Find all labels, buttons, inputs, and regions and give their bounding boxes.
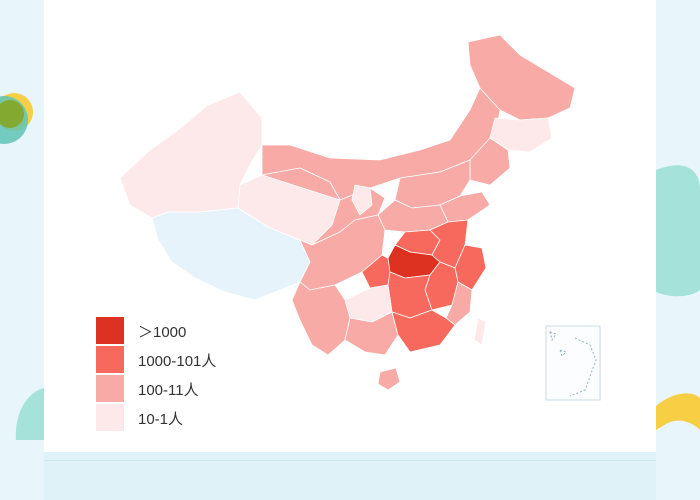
legend-swatch xyxy=(96,317,124,344)
region-hunan xyxy=(387,271,433,319)
region-taiwan xyxy=(473,317,487,346)
region-hainan xyxy=(377,367,401,391)
legend-swatch xyxy=(96,404,124,431)
bottom-band-divider xyxy=(44,460,656,461)
region-guangxi xyxy=(344,311,399,356)
legend-swatch xyxy=(96,375,124,402)
deco-yellow-arc-right xyxy=(656,393,700,430)
region-heilongjiang xyxy=(467,34,576,121)
south-china-sea-inset xyxy=(545,325,601,401)
legend-label: ＞1000 xyxy=(138,324,187,341)
legend-label: 100-11人 xyxy=(138,382,199,399)
region-ningxia xyxy=(351,184,373,216)
legend-label: 1000-101人 xyxy=(138,353,217,370)
deco-teal-blob-right xyxy=(656,165,700,297)
deco-teal-blob-left-bottom xyxy=(15,388,44,440)
legend-label: 10-1人 xyxy=(138,411,184,428)
region-yunnan xyxy=(291,281,351,356)
region-guangdong xyxy=(391,309,456,353)
inset-islands xyxy=(549,331,597,397)
deco-olive-overlap xyxy=(0,100,24,128)
bottom-band xyxy=(44,452,656,500)
legend-swatch xyxy=(96,346,124,373)
